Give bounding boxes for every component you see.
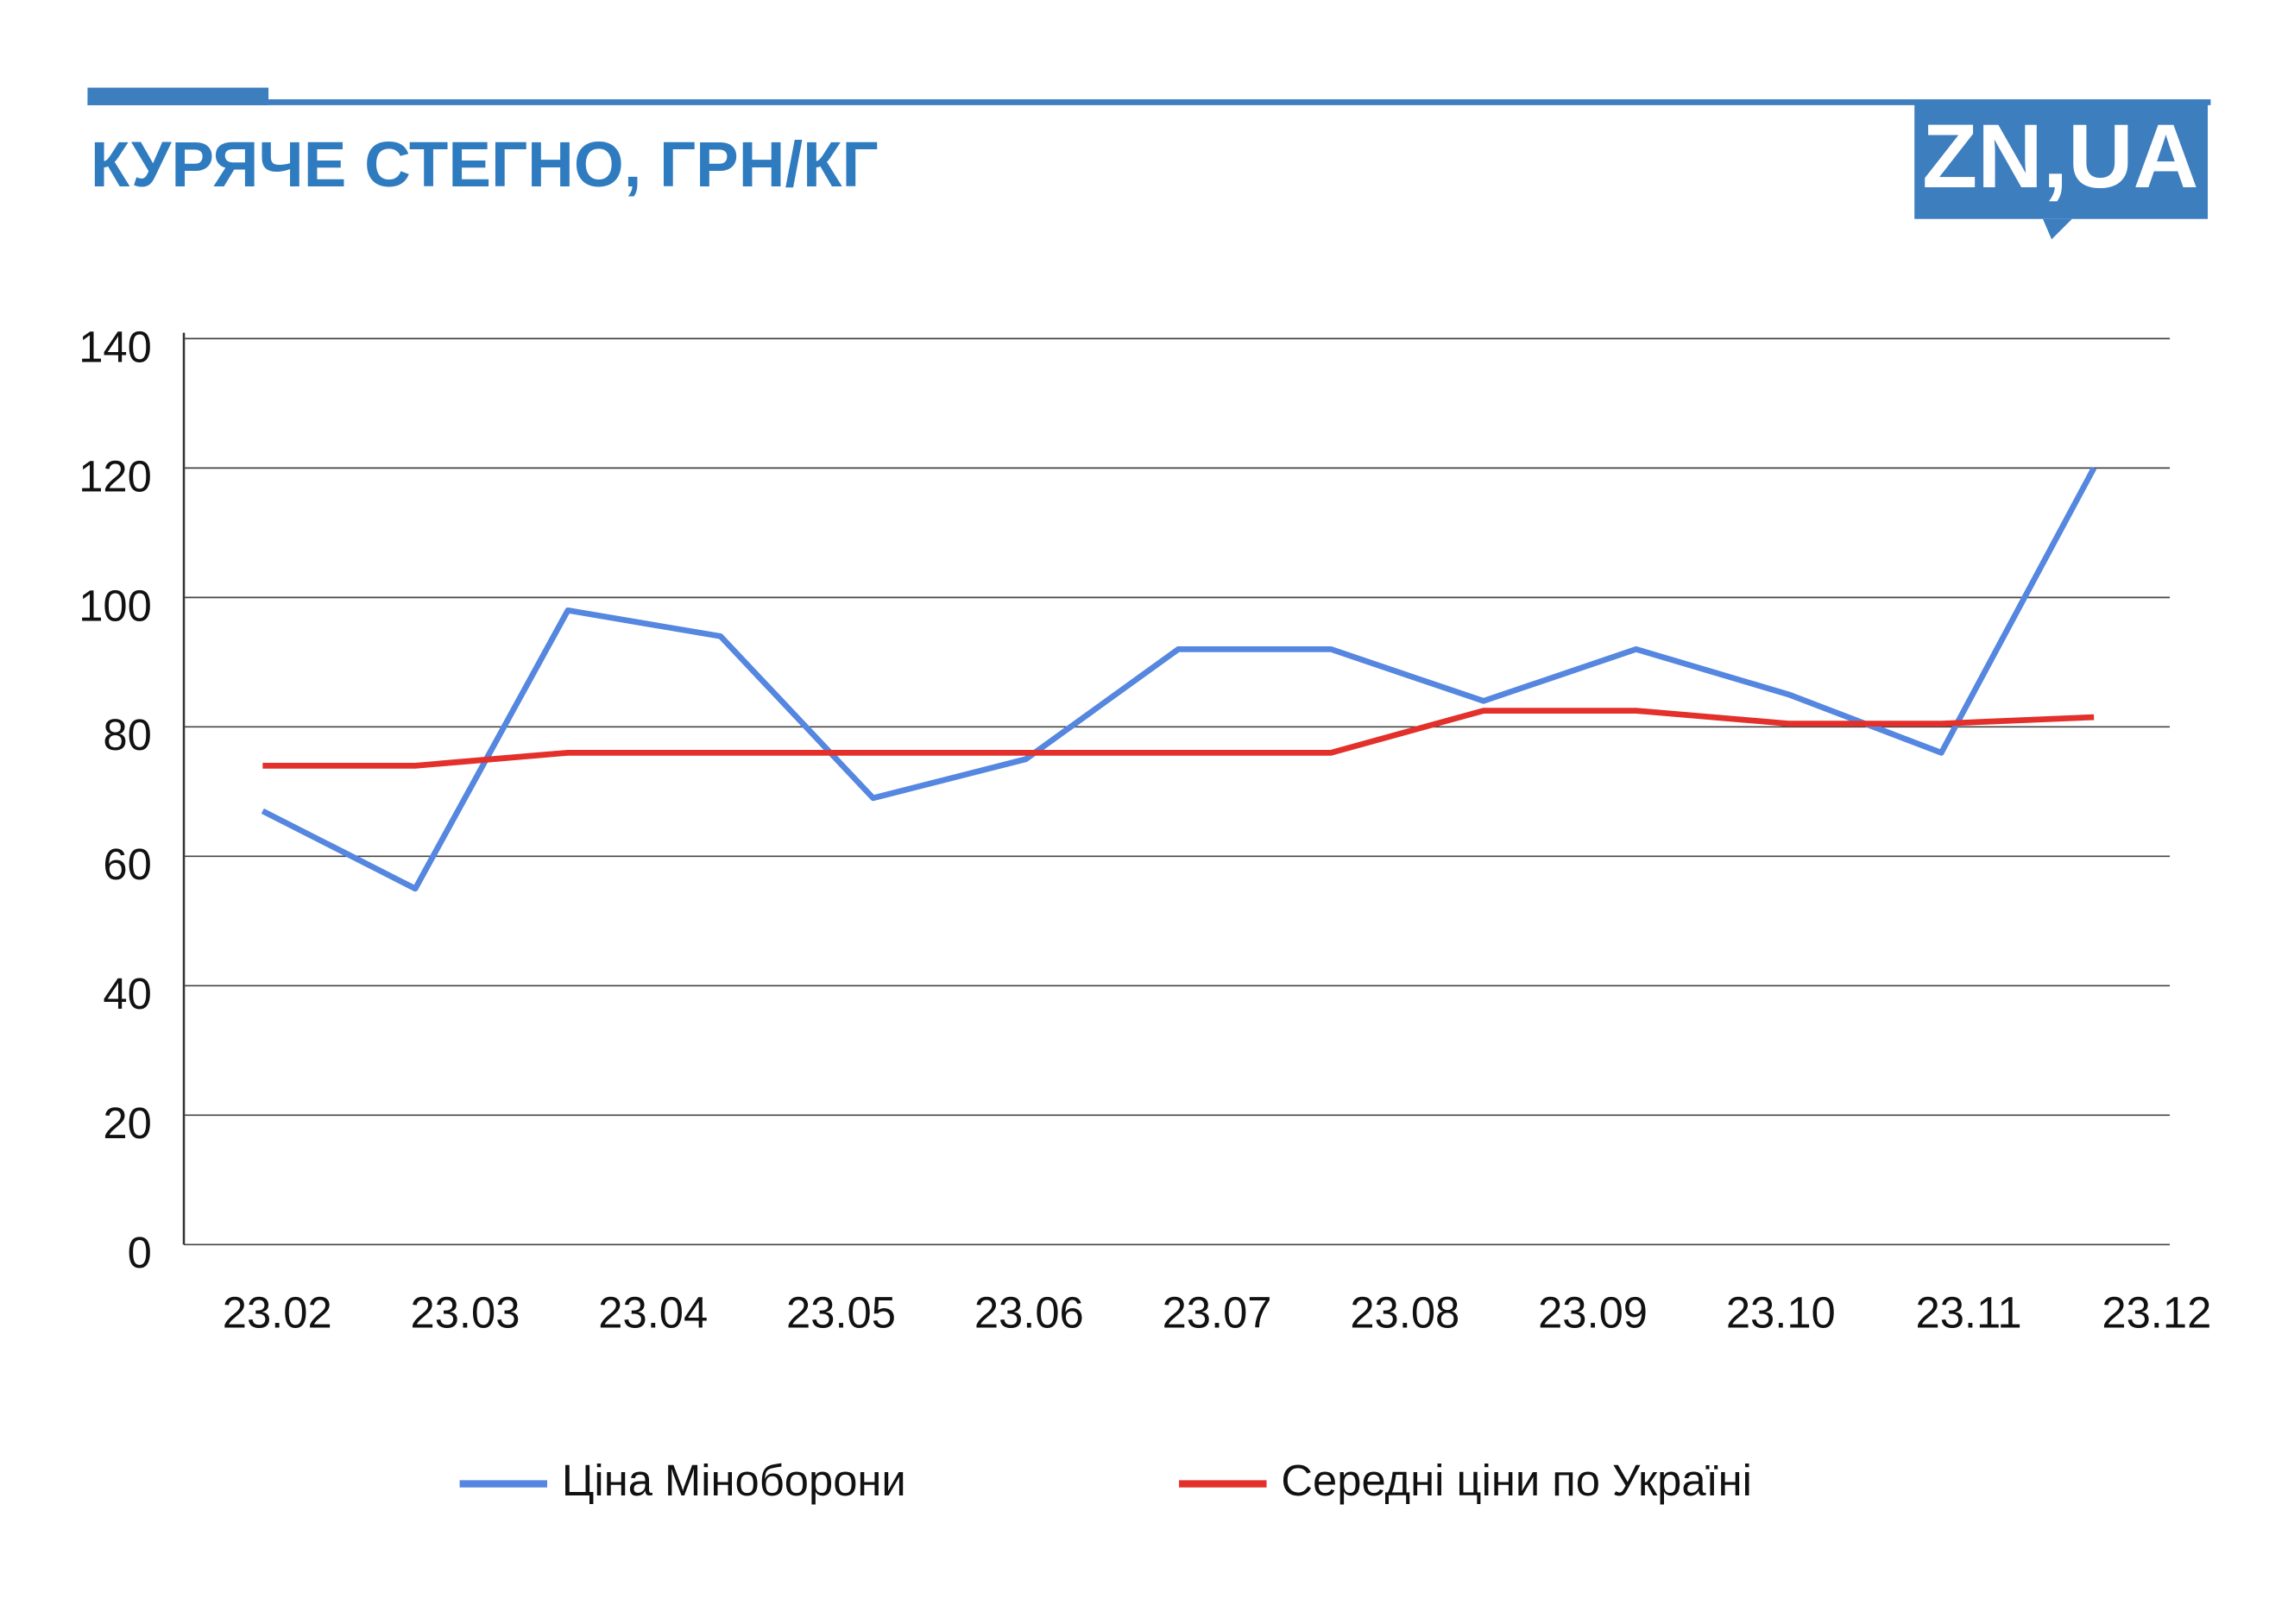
x-tick-label: 23.07 [1163,1288,1272,1338]
x-tick-label: 23.09 [1538,1288,1648,1338]
y-tick-label: 80 [103,710,151,759]
legend-label: Ціна Міноборони [562,1456,906,1505]
y-tick-label: 40 [103,969,151,1018]
y-tick-label: 100 [79,581,152,630]
y-tick-label: 60 [103,840,151,889]
x-tick-label: 23.05 [786,1288,896,1338]
x-tick-label: 23.12 [2102,1288,2211,1338]
y-tick-label: 140 [79,322,152,371]
legend-label: Середні ціни по Україні [1281,1456,1752,1505]
y-tick-label: 120 [79,451,152,500]
x-tick-label: 23.02 [223,1288,332,1338]
logo: ZN,UA [1922,106,2198,207]
logo-tail [2042,218,2072,240]
logo-box [1914,100,2209,219]
x-tick-label: 23.11 [1915,1288,2021,1338]
x-tick-label: 23.10 [1726,1288,1836,1338]
line [262,708,2095,769]
header-rule [87,99,2211,105]
y-tick-label: 0 [128,1228,152,1277]
x-tick-label: 23.06 [974,1288,1084,1338]
x-tick-label: 23.04 [598,1288,708,1338]
x-tick-label: 23.03 [411,1288,520,1338]
y-tick-label: 20 [103,1098,151,1148]
line [261,466,2097,892]
chart-title: КУРЯЧЕ СТЕГНО, ГРН/КГ [91,129,879,200]
x-tick-label: 23.08 [1350,1288,1459,1338]
